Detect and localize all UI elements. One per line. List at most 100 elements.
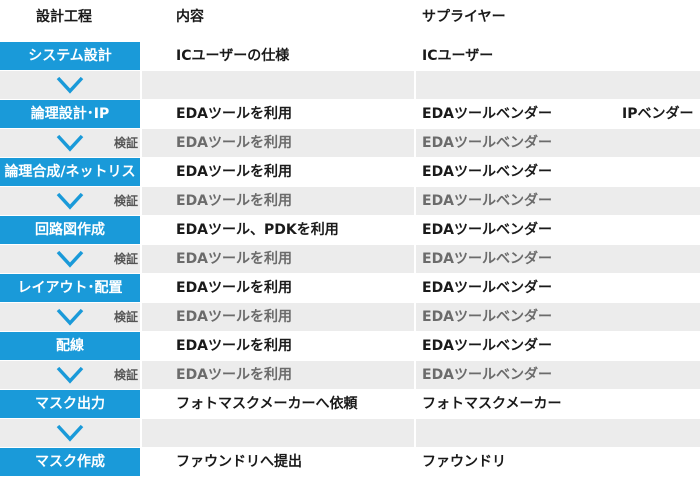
- process-step-row: システム設計 ICユーザーの仕様 ICユーザー: [0, 41, 700, 70]
- process-step-label: 論理設計･IP: [30, 106, 110, 122]
- content-text: EDAツールを利用: [176, 309, 293, 325]
- supplier-cell: EDAツールベンダー: [416, 361, 700, 389]
- supplier-cell: EDAツールベンダー: [416, 216, 700, 244]
- supplier-text: ファウンドリ: [422, 454, 506, 470]
- process-cell: マスク作成: [0, 448, 140, 476]
- process-step-label: マスク出力: [35, 396, 105, 412]
- verification-row: 検証 EDAツールを利用 EDAツールベンダー: [0, 244, 700, 273]
- supplier-cell: EDAツールベンダー: [416, 274, 700, 302]
- chevron-down-icon: [56, 192, 84, 210]
- chevron-down-icon: [56, 424, 84, 442]
- process-step-row: マスク作成 ファウンドリへ提出 ファウンドリ: [0, 447, 700, 476]
- process-step-label: 論理合成/ネットリスト: [4, 164, 136, 208]
- verification-row: 検証 EDAツールを利用 EDAツールベンダー: [0, 302, 700, 331]
- supplier-text: EDAツールベンダー: [422, 338, 553, 354]
- content-text: EDAツールを利用: [176, 164, 293, 180]
- content-cell: EDAツールを利用: [142, 332, 414, 360]
- supplier-text: フォトマスクメーカー: [422, 396, 562, 412]
- chevron-down-icon: [56, 134, 84, 152]
- supplier-text: EDAツールベンダー: [422, 280, 553, 296]
- content-cell: EDAツールを利用: [142, 100, 414, 128]
- content-cell: EDAツールを利用: [142, 245, 414, 273]
- process-step-row: 論理合成/ネットリスト EDAツールを利用 EDAツールベンダー: [0, 157, 700, 208]
- verification-label: 検証: [113, 310, 138, 324]
- header-supplier: サプライヤー: [422, 9, 506, 25]
- supplier-cell: EDAツールベンダー: [416, 158, 700, 186]
- process-cell: 検証: [0, 129, 140, 157]
- verification-label: 検証: [113, 368, 138, 382]
- process-step-row: レイアウト･配置 EDAツールを利用 EDAツールベンダー: [0, 273, 700, 302]
- supplier-text: EDAツールベンダー: [422, 251, 553, 267]
- process-cell: システム設計: [0, 42, 140, 70]
- content-text: ICユーザーの仕様: [176, 48, 290, 64]
- supplier-secondary-text: IPベンダー: [622, 106, 694, 122]
- process-step-label: レイアウト･配置: [17, 280, 123, 296]
- process-cell: [0, 71, 140, 99]
- chevron-down-icon: [56, 308, 84, 326]
- process-cell: 検証: [0, 187, 140, 215]
- process-cell: マスク出力: [0, 390, 140, 418]
- verification-label: 検証: [113, 252, 138, 266]
- process-cell: 検証: [0, 361, 140, 389]
- verification-row: [0, 70, 700, 99]
- content-cell: ICユーザーの仕様: [142, 42, 414, 70]
- supplier-text: EDAツールベンダー: [422, 309, 553, 325]
- process-cell: 論理合成/ネットリスト: [0, 158, 140, 208]
- content-text: ファウンドリへ提出: [176, 454, 302, 470]
- chevron-down-icon: [56, 250, 84, 268]
- process-step-row: マスク出力 フォトマスクメーカーへ依頼 フォトマスクメーカー: [0, 389, 700, 418]
- content-text: EDAツールを利用: [176, 193, 293, 209]
- process-cell: 検証: [0, 245, 140, 273]
- process-cell: 論理設計･IP: [0, 100, 140, 128]
- content-text: EDAツールを利用: [176, 280, 293, 296]
- process-step-label: マスク作成: [35, 454, 105, 470]
- supplier-cell: EDAツールベンダー IPベンダー: [416, 100, 700, 128]
- content-cell: EDAツールを利用: [142, 274, 414, 302]
- supplier-cell: ファウンドリ: [416, 448, 700, 476]
- supplier-cell: EDAツールベンダー: [416, 187, 700, 215]
- process-step-label: 回路図作成: [35, 222, 105, 238]
- table-header: 設計工程 内容 サプライヤー: [0, 0, 700, 30]
- process-step-row: 論理設計･IP EDAツールを利用 EDAツールベンダー IPベンダー: [0, 99, 700, 128]
- process-cell: レイアウト･配置: [0, 274, 140, 302]
- content-cell: ファウンドリへ提出: [142, 448, 414, 476]
- process-cell: 回路図作成: [0, 216, 140, 244]
- verification-label: 検証: [113, 194, 138, 208]
- process-cell: [0, 419, 140, 447]
- content-text: EDAツールを利用: [176, 106, 293, 122]
- supplier-text: EDAツールベンダー: [422, 135, 553, 151]
- content-cell: EDAツールを利用: [142, 129, 414, 157]
- content-cell: フォトマスクメーカーへ依頼: [142, 390, 414, 418]
- verification-row: 検証 EDAツールを利用 EDAツールベンダー: [0, 360, 700, 389]
- supplier-cell: [416, 71, 700, 99]
- supplier-cell: [416, 419, 700, 447]
- process-cell: 配線: [0, 332, 140, 360]
- verification-row: [0, 418, 700, 447]
- chevron-down-icon: [56, 366, 84, 384]
- supplier-cell: ICユーザー: [416, 42, 700, 70]
- supplier-text: EDAツールベンダー: [422, 367, 553, 383]
- content-text: EDAツールを利用: [176, 338, 293, 354]
- content-cell: EDAツールを利用: [142, 303, 414, 331]
- supplier-text: EDAツールベンダー: [422, 164, 553, 180]
- verification-row: 検証 EDAツールを利用 EDAツールベンダー: [0, 186, 700, 215]
- supplier-cell: フォトマスクメーカー: [416, 390, 700, 418]
- content-cell: EDAツール、PDKを利用: [142, 216, 414, 244]
- table-body: システム設計 ICユーザーの仕様 ICユーザー 論理設計･IP EDAツールを利用 EDA…: [0, 41, 700, 476]
- content-cell: [142, 419, 414, 447]
- header-process: 設計工程: [36, 9, 92, 25]
- verification-label: 検証: [113, 136, 138, 150]
- chevron-down-icon: [56, 76, 84, 94]
- supplier-cell: EDAツールベンダー: [416, 332, 700, 360]
- supplier-text: ICユーザー: [422, 48, 494, 64]
- process-step-row: 配線 EDAツールを利用 EDAツールベンダー: [0, 331, 700, 360]
- content-text: EDAツール、PDKを利用: [176, 222, 339, 238]
- supplier-text: EDAツールベンダー: [422, 106, 553, 122]
- content-text: フォトマスクメーカーへ依頼: [176, 396, 358, 412]
- content-cell: EDAツールを利用: [142, 158, 414, 186]
- content-text: EDAツールを利用: [176, 135, 293, 151]
- supplier-cell: EDAツールベンダー: [416, 245, 700, 273]
- content-text: EDAツールを利用: [176, 367, 293, 383]
- verification-row: 検証 EDAツールを利用 EDAツールベンダー: [0, 128, 700, 157]
